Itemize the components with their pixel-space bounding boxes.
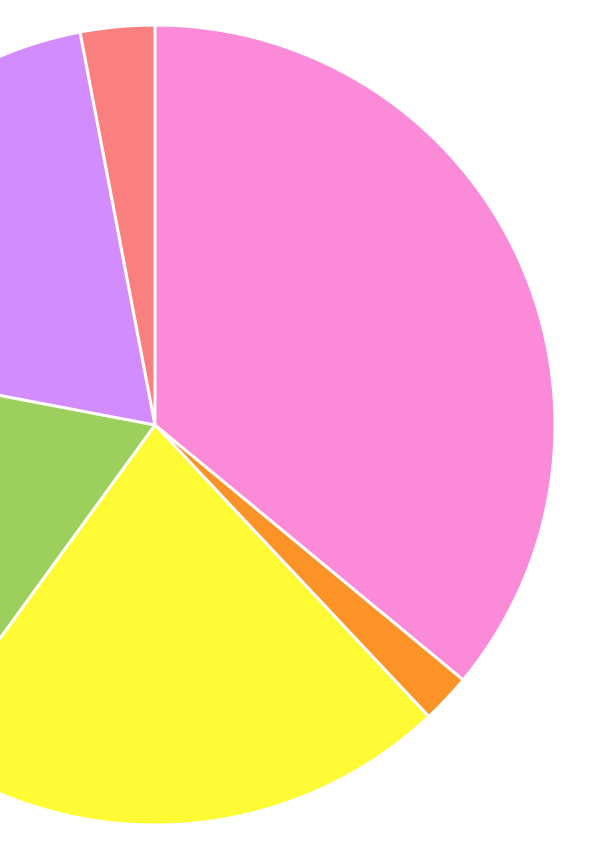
pie-slice [0, 423, 431, 827]
pie-slice [78, 23, 157, 427]
pie-slice [0, 393, 157, 641]
pie-slice [0, 30, 157, 427]
pie-slice [153, 23, 557, 682]
